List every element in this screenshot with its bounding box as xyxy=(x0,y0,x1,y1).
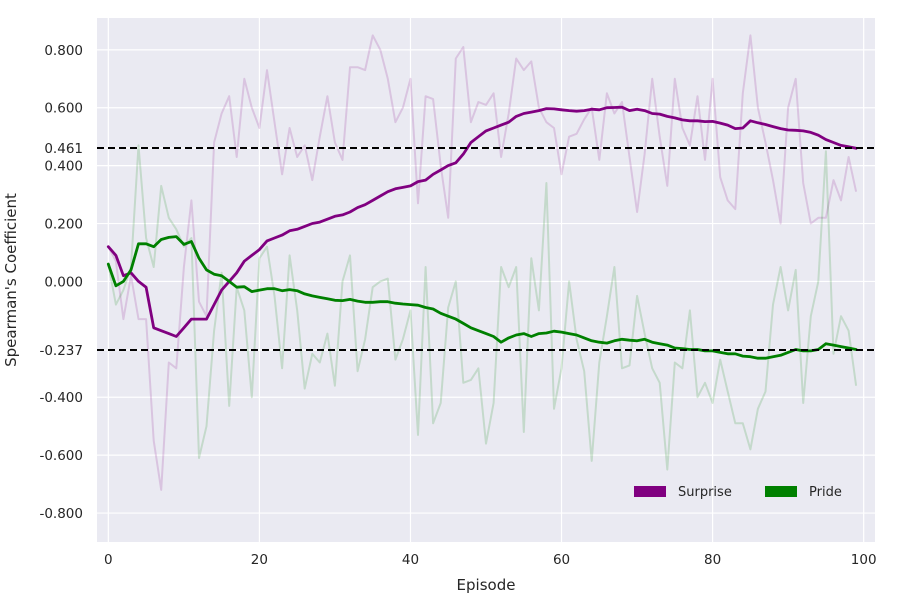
reference-lines xyxy=(97,146,875,352)
y-axis-title: Spearman's Coefficient xyxy=(2,193,20,367)
x-grid xyxy=(107,18,865,542)
legend-label-surprise: Surprise xyxy=(678,485,732,500)
y-tick-label: 0.400 xyxy=(44,159,83,175)
y-tick-label: -0.237 xyxy=(39,343,83,359)
y-grid xyxy=(97,49,875,514)
x-tick-label: 40 xyxy=(402,552,419,568)
x-tick-label: 20 xyxy=(251,552,268,568)
smoothed-series-lines xyxy=(106,105,858,360)
raw-line-pride xyxy=(107,144,858,471)
x-axis-title: Episode xyxy=(457,576,516,594)
plot-background xyxy=(97,18,875,542)
y-tick-label: 0.600 xyxy=(44,101,83,117)
legend-swatch-pride xyxy=(765,486,797,497)
x-tick-label: 0 xyxy=(104,552,113,568)
y-tick-label: -0.400 xyxy=(39,390,83,406)
x-tick-labels: 0 20 40 60 80 100 xyxy=(104,552,877,568)
y-tick-label: -0.800 xyxy=(39,506,83,522)
legend: Surprise Pride xyxy=(634,485,842,500)
x-tick-label: 80 xyxy=(704,552,721,568)
y-tick-labels: 0.800 0.600 0.461 0.400 0.200 0.000 -0.237 -0.4… xyxy=(39,43,83,522)
smoothed-line-surprise xyxy=(106,105,858,338)
y-tick-label: 0.200 xyxy=(44,217,83,233)
x-tick-label: 100 xyxy=(851,552,877,568)
y-tick-label: 0.000 xyxy=(44,274,83,290)
raw-line-surprise xyxy=(107,34,858,491)
y-tick-label: -0.600 xyxy=(39,448,83,464)
legend-swatch-surprise xyxy=(634,486,666,497)
legend-label-pride: Pride xyxy=(809,485,842,500)
smoothed-line-pride xyxy=(106,235,858,360)
y-tick-label: 0.800 xyxy=(44,43,83,59)
y-tick-label: 0.461 xyxy=(44,141,83,157)
x-tick-label: 60 xyxy=(553,552,570,568)
raw-series-lines xyxy=(107,34,858,491)
